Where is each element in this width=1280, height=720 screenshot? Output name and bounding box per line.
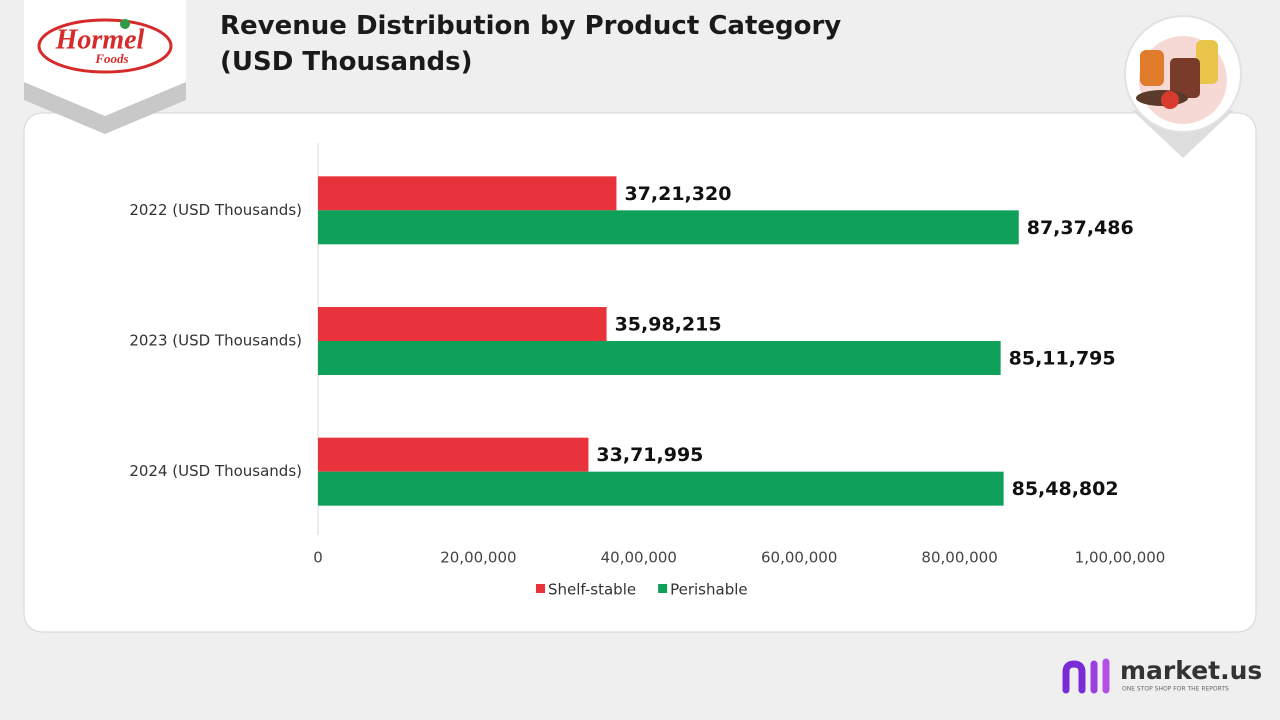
y-tick-label: 2023 (USD Thousands) — [129, 332, 302, 350]
value-label: 35,98,215 — [615, 314, 722, 336]
value-label: 37,21,320 — [624, 183, 731, 205]
footer-tagline: ONE STOP SHOP FOR THE REPORTS — [1122, 686, 1229, 693]
logo-text: Hormel — [55, 24, 145, 55]
food-icon — [1124, 15, 1242, 158]
bar — [318, 341, 1001, 375]
bar — [318, 471, 1004, 506]
x-tick-label: 1,00,00,000 — [1075, 549, 1166, 567]
x-tick-label: 20,00,000 — [440, 549, 516, 567]
value-label: 85,11,795 — [1009, 348, 1116, 370]
legend-swatch — [658, 584, 668, 593]
value-label: 33,71,995 — [596, 444, 703, 466]
bar — [318, 437, 589, 472]
bar — [318, 176, 617, 211]
legend-label: Perishable — [670, 581, 748, 599]
footer-logo: market.us ONE STOP SHOP FOR THE REPORTS — [1062, 656, 1262, 694]
x-tick-label: 0 — [313, 549, 323, 567]
brand-logo: Hormel Foods — [24, 0, 186, 134]
x-tick-label: 80,00,000 — [921, 549, 997, 567]
logo-subtext: Foods — [94, 51, 128, 66]
value-label: 85,48,802 — [1012, 478, 1119, 500]
chart-title: Revenue Distribution by Product Category… — [220, 11, 842, 77]
x-tick-label: 60,00,000 — [761, 549, 837, 567]
x-tick-label: 40,00,000 — [601, 549, 677, 567]
bar — [318, 210, 1019, 245]
bar — [318, 307, 607, 341]
footer-brand: market.us — [1120, 656, 1262, 685]
y-tick-label: 2022 (USD Thousands) — [129, 201, 302, 219]
legend-swatch — [536, 584, 545, 593]
legend-label: Shelf-stable — [548, 581, 636, 599]
value-label: 87,37,486 — [1027, 217, 1134, 239]
y-tick-label: 2024 (USD Thousands) — [129, 462, 302, 480]
